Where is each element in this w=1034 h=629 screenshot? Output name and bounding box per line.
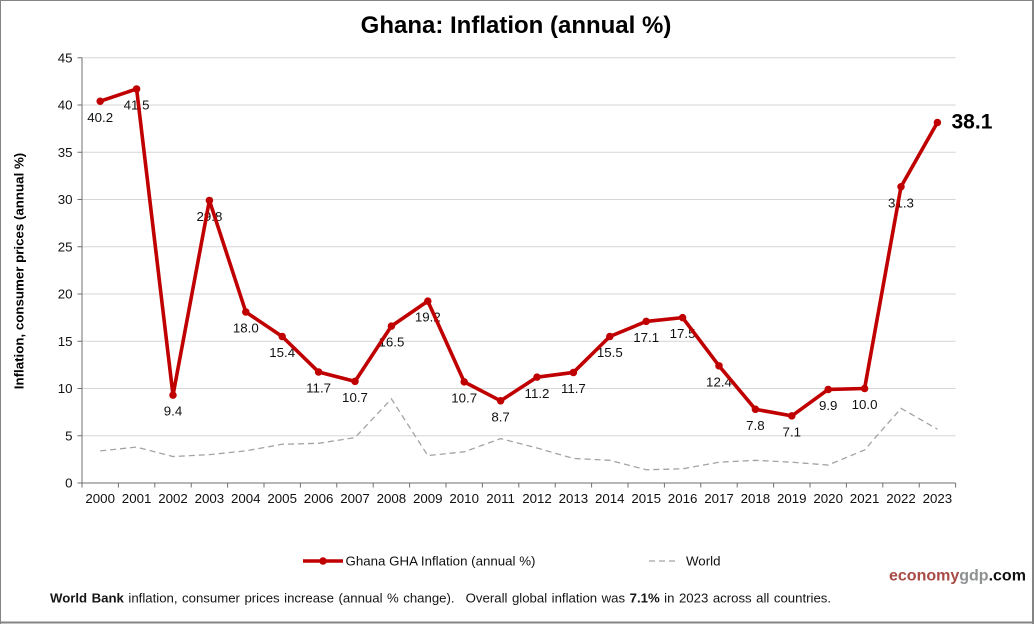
svg-text:15.4: 15.4 (269, 345, 295, 360)
svg-text:8.7: 8.7 (491, 409, 510, 424)
svg-text:38.1: 38.1 (952, 111, 993, 134)
svg-text:2018: 2018 (741, 491, 771, 506)
svg-text:31.3: 31.3 (888, 195, 914, 210)
svg-text:29.8: 29.8 (196, 209, 222, 224)
svg-text:18.0: 18.0 (233, 321, 259, 336)
svg-text:45: 45 (58, 50, 73, 65)
svg-text:2000: 2000 (85, 491, 115, 506)
svg-text:41.5: 41.5 (124, 98, 150, 113)
svg-text:2008: 2008 (377, 491, 407, 506)
svg-text:2016: 2016 (668, 491, 698, 506)
svg-text:2021: 2021 (850, 491, 880, 506)
svg-text:World: World (686, 554, 720, 569)
svg-text:15: 15 (58, 334, 73, 349)
svg-text:2022: 2022 (886, 491, 916, 506)
svg-text:10.0: 10.0 (852, 397, 878, 412)
svg-text:11.2: 11.2 (525, 386, 550, 401)
svg-text:2020: 2020 (813, 491, 843, 506)
svg-text:40.2: 40.2 (87, 110, 113, 125)
svg-text:7.8: 7.8 (746, 418, 765, 433)
svg-text:12.4: 12.4 (706, 374, 732, 389)
svg-text:9.4: 9.4 (164, 404, 183, 419)
svg-text:2019: 2019 (777, 491, 807, 506)
svg-text:20: 20 (58, 287, 73, 302)
svg-text:2005: 2005 (267, 491, 297, 506)
svg-text:25: 25 (58, 239, 73, 254)
svg-text:2002: 2002 (158, 491, 188, 506)
svg-text:Inflation, consumer prices (an: Inflation, consumer prices (annual %) (12, 153, 27, 389)
svg-text:2012: 2012 (522, 491, 552, 506)
svg-text:10.7: 10.7 (451, 390, 477, 405)
svg-text:0: 0 (65, 476, 72, 491)
svg-text:2007: 2007 (340, 491, 370, 506)
svg-text:2009: 2009 (413, 491, 443, 506)
svg-text:5: 5 (65, 428, 72, 443)
svg-text:2017: 2017 (704, 491, 734, 506)
svg-text:2014: 2014 (595, 491, 625, 506)
svg-text:2004: 2004 (231, 491, 261, 506)
svg-text:2003: 2003 (195, 491, 225, 506)
svg-text:World Bank inflation, consumer: World Bank inflation, consumer prices in… (50, 591, 831, 606)
svg-text:11.7: 11.7 (306, 381, 331, 396)
svg-text:2011: 2011 (486, 491, 515, 506)
svg-text:2010: 2010 (449, 491, 479, 506)
svg-text:40: 40 (58, 98, 73, 113)
svg-text:30: 30 (58, 192, 73, 207)
svg-text:economygdp.com: economygdp.com (889, 568, 1026, 585)
svg-text:2013: 2013 (559, 491, 589, 506)
svg-text:Ghana: Inflation (annual %): Ghana: Inflation (annual %) (361, 12, 672, 39)
svg-text:17.5: 17.5 (670, 326, 696, 341)
svg-text:10: 10 (58, 381, 73, 396)
svg-text:2001: 2001 (122, 491, 152, 506)
svg-text:7.1: 7.1 (783, 425, 802, 440)
svg-text:15.5: 15.5 (597, 345, 623, 360)
svg-text:35: 35 (58, 145, 73, 160)
svg-text:17.1: 17.1 (633, 330, 659, 345)
svg-text:Ghana GHA Inflation (annual %): Ghana GHA Inflation (annual %) (346, 554, 536, 569)
svg-text:2015: 2015 (631, 491, 661, 506)
svg-text:11.7: 11.7 (561, 381, 586, 396)
svg-text:9.9: 9.9 (819, 398, 838, 413)
svg-text:2023: 2023 (923, 491, 953, 506)
svg-text:2006: 2006 (304, 491, 334, 506)
svg-text:10.7: 10.7 (342, 390, 368, 405)
